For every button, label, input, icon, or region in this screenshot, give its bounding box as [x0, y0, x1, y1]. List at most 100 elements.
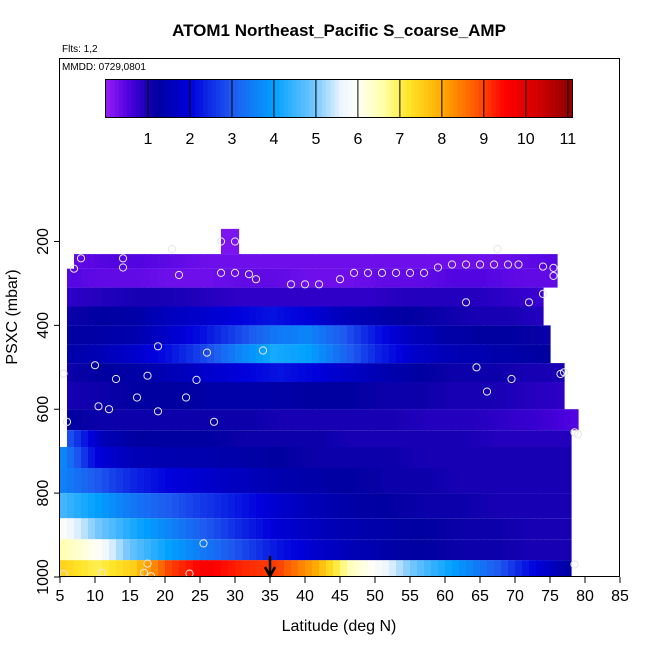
- colorbar-segment: [195, 80, 200, 117]
- heatmap-cell: [186, 493, 194, 519]
- heatmap-cell: [466, 344, 474, 364]
- heatmap-cell: [277, 382, 285, 410]
- heatmap-cell: [515, 560, 523, 577]
- colorbar-segment: [521, 80, 526, 117]
- heatmap-cell: [165, 325, 173, 345]
- colorbar-segment: [453, 80, 459, 117]
- sample-point: [405, 268, 415, 277]
- heatmap-cell: [172, 430, 180, 447]
- heatmap-cell: [74, 344, 82, 364]
- heatmap-cell: [557, 409, 565, 431]
- heatmap-cell: [354, 430, 362, 447]
- heatmap-cell: [214, 447, 222, 468]
- heatmap-cell: [95, 268, 103, 288]
- colorbar-segment: [330, 80, 336, 117]
- heatmap-cell: [557, 382, 565, 410]
- heatmap-cell: [494, 518, 502, 540]
- heatmap-cell: [109, 409, 117, 431]
- heatmap-cell: [417, 325, 425, 345]
- heatmap-cell: [249, 254, 257, 269]
- heatmap-cell: [515, 254, 523, 269]
- heatmap-cell: [284, 430, 292, 447]
- colorbar-segment: [178, 80, 183, 117]
- heatmap-cell: [557, 447, 565, 468]
- heatmap-cell: [242, 254, 250, 269]
- heatmap-cell: [109, 268, 117, 288]
- heatmap-cell: [347, 447, 355, 468]
- heatmap-cell: [81, 382, 89, 410]
- heatmap-cell: [347, 539, 355, 561]
- heatmap-cell: [487, 344, 495, 364]
- colorbar-segment: [398, 80, 403, 117]
- heatmap-cell: [410, 539, 418, 561]
- heatmap-cell: [81, 325, 89, 345]
- heatmap-cell: [263, 493, 271, 519]
- heatmap-cell: [291, 518, 299, 540]
- heatmap-cell: [382, 306, 390, 326]
- heatmap-cell: [340, 518, 348, 540]
- heatmap-cell: [396, 468, 404, 494]
- heatmap-cell: [179, 430, 187, 447]
- heatmap-cell: [263, 518, 271, 540]
- heatmap-cell: [165, 430, 173, 447]
- colorbar-segment: [250, 80, 255, 117]
- heatmap-cell: [179, 268, 187, 288]
- heatmap-cell: [319, 325, 327, 345]
- heatmap-cell: [158, 382, 166, 410]
- heatmap-cell: [445, 468, 453, 494]
- heatmap-cell: [291, 254, 299, 269]
- colorbar-segment: [237, 80, 242, 117]
- heatmap-cell: [67, 382, 75, 410]
- heatmap-cell: [74, 409, 82, 431]
- sample-point: [118, 254, 128, 263]
- heatmap-cell: [487, 493, 495, 519]
- heatmap-cell: [347, 518, 355, 540]
- heatmap-cell: [116, 493, 124, 519]
- heatmap-cell: [291, 268, 299, 288]
- sample-point: [538, 289, 548, 298]
- heatmap-cell: [200, 254, 208, 269]
- heatmap-cell: [529, 539, 537, 561]
- heatmap-cell: [123, 344, 131, 364]
- heatmap-cell: [312, 382, 320, 410]
- heatmap-cell: [438, 447, 446, 468]
- heatmap-cell: [249, 409, 257, 431]
- heatmap-cell: [277, 468, 285, 494]
- sample-point: [461, 260, 471, 269]
- colorbar-segment: [385, 80, 391, 117]
- heatmap-cell: [536, 254, 544, 269]
- sample-point: [335, 275, 345, 284]
- heatmap-cell: [515, 468, 523, 494]
- heatmap-cell: [410, 447, 418, 468]
- heatmap-cell: [410, 409, 418, 431]
- x-tick-label: 45: [331, 588, 349, 605]
- heatmap-cell: [340, 447, 348, 468]
- colorbar-segment: [267, 80, 272, 117]
- heatmap-cell: [466, 268, 474, 288]
- colorbar-segment: [131, 80, 137, 117]
- heatmap-cell: [340, 409, 348, 431]
- heatmap-cell: [354, 268, 362, 288]
- heatmap-cell: [123, 409, 131, 431]
- heatmap-cell: [242, 363, 250, 382]
- heatmap-cell: [424, 409, 432, 431]
- heatmap-cell: [214, 518, 222, 540]
- heatmap-cell: [228, 382, 236, 410]
- colorbar-segment: [110, 80, 115, 117]
- heatmap-cell: [109, 447, 117, 468]
- sample-point: [258, 346, 268, 355]
- heatmap-cell: [144, 254, 152, 269]
- heatmap-cell: [95, 468, 103, 494]
- heatmap-cell: [382, 539, 390, 561]
- colorbar-tick-label: 8: [437, 131, 446, 148]
- colorbar-segment: [542, 80, 547, 117]
- heatmap-cell: [501, 430, 509, 447]
- heatmap-cell: [172, 268, 180, 288]
- heatmap-cell: [165, 363, 173, 382]
- heatmap-cell: [284, 306, 292, 326]
- heatmap-cell: [515, 268, 523, 288]
- heatmap-cell: [326, 468, 334, 494]
- heatmap-cell: [459, 493, 467, 519]
- heatmap-cell: [361, 468, 369, 494]
- heatmap-cell: [207, 363, 215, 382]
